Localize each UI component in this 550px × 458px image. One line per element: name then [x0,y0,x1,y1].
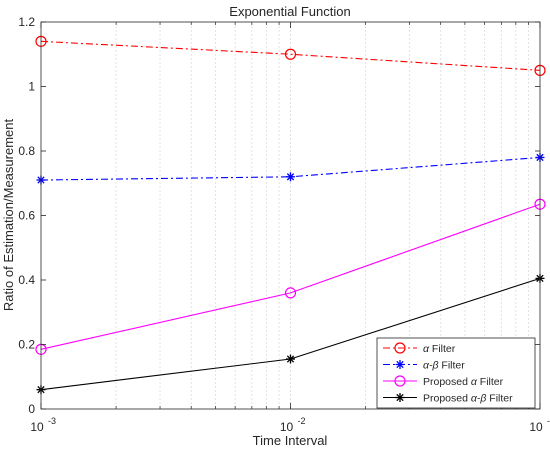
y-tick-label: 1 [28,80,35,94]
x-tick-label: 10 [529,420,543,434]
series-line-alpha [40,40,541,71]
y-tick-label: 0.6 [18,209,35,223]
x-axis-label: Time Interval [253,433,328,448]
axis-ticks: 00.20.40.60.811.210-310-210-1 [18,15,550,434]
legend-label: α Filter [423,343,456,355]
x-tick-exponent: -2 [297,416,305,426]
legend-marker [394,342,406,354]
x-tick-label: 10 [30,420,44,434]
data-point-alpha [284,48,297,60]
legend-item-alpha-beta: α-β Filter [383,360,465,372]
y-tick-label: 0 [28,402,35,416]
data-point-proposed-alpha-beta [286,354,295,364]
legend: α Filter α-β Filter Proposed α Filter Propo… [376,337,536,409]
chart-title: Exponential Function [229,4,350,19]
legend-marker [395,393,405,402]
grid [115,22,529,409]
y-axis-label: Ratio of Estimation/Measurement [1,119,16,312]
legend-item-alpha: α Filter [383,342,456,355]
legend-box [376,337,536,409]
legend-item-proposed-alpha-beta: Proposed α-β Filter [383,393,513,405]
x-tick-exponent: -1 [547,416,550,426]
legend-label: Proposed α Filter [423,376,504,388]
data-point-proposed-alpha [284,287,297,299]
x-tick-label: 10 [280,420,294,434]
legend-item-proposed-alpha: Proposed α Filter [383,375,504,388]
data-point-alpha-beta [286,172,295,182]
y-tick-label: 0.4 [18,273,35,287]
legend-marker [395,360,405,369]
legend-label: α-β Filter [423,360,465,372]
legend-label: Proposed α-β Filter [423,393,513,405]
series-line-alpha-beta [40,156,541,181]
x-tick-exponent: -3 [48,416,56,426]
legend-marker [394,375,406,387]
series-line-proposed-alpha [40,203,541,350]
y-tick-label: 0.8 [18,144,35,158]
y-tick-label: 1.2 [18,15,35,29]
y-tick-label: 0.2 [18,338,35,352]
